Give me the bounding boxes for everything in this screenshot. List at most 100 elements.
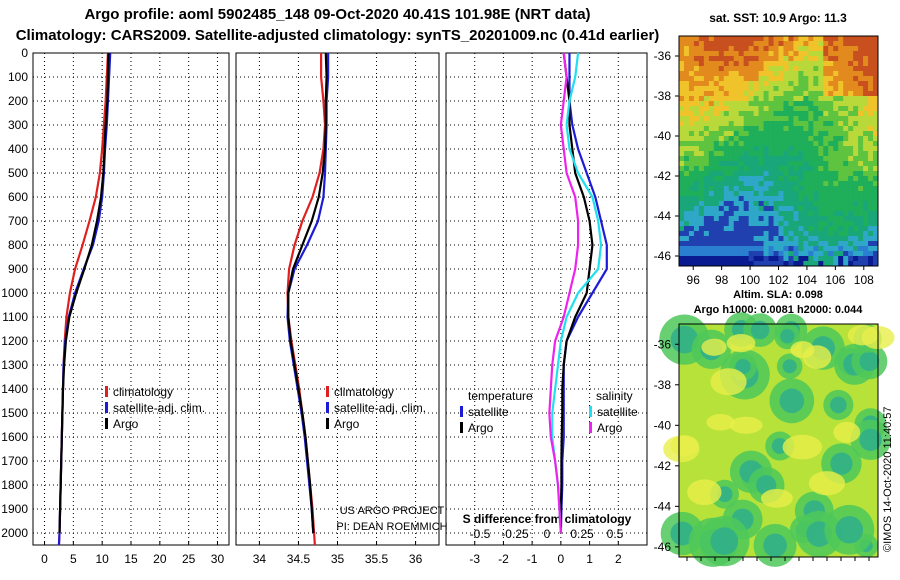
sst-cell xyxy=(843,61,849,67)
sst-cell xyxy=(708,206,715,212)
sst-cell xyxy=(753,76,760,82)
legend-swatch xyxy=(326,418,329,429)
sst-cell xyxy=(848,151,854,157)
sst-cell xyxy=(733,121,740,127)
sst-cell xyxy=(863,241,869,247)
sst-cell xyxy=(823,136,829,142)
sst-cell xyxy=(793,186,799,192)
sst-cell xyxy=(748,141,755,147)
sst-cell xyxy=(853,126,859,132)
sst-cell xyxy=(818,231,824,237)
sst-cell xyxy=(773,96,779,102)
sst-cell xyxy=(853,96,859,102)
sst-cell xyxy=(823,61,829,67)
sst-cell xyxy=(693,176,700,182)
sst-cell xyxy=(683,221,690,227)
sst-cell xyxy=(679,116,685,122)
sst-cell xyxy=(848,206,854,212)
sst-cell xyxy=(688,146,695,152)
sst-cell xyxy=(738,151,745,157)
sst-cell xyxy=(773,246,779,252)
sst-cell xyxy=(793,76,799,82)
sst-cell xyxy=(743,171,750,177)
sst-cell xyxy=(688,161,695,167)
sst-cell xyxy=(708,76,715,82)
sst-cell xyxy=(798,191,804,197)
sst-cell xyxy=(863,86,869,92)
sst-cell xyxy=(783,121,789,127)
sst-cell xyxy=(758,176,765,182)
sst-cell xyxy=(858,226,864,232)
sst-cell xyxy=(763,221,770,227)
sst-cell xyxy=(708,156,715,162)
sst-cell xyxy=(803,121,809,127)
sst-cell xyxy=(743,166,750,172)
sst-cell xyxy=(758,156,765,162)
sst-cell xyxy=(748,156,755,162)
sst-cell xyxy=(773,56,779,62)
sst-cell xyxy=(693,101,700,107)
sst-cell xyxy=(743,176,750,182)
sst-cell xyxy=(813,121,819,127)
sst-cell xyxy=(868,91,874,97)
sst-cell xyxy=(688,261,695,267)
sst-cell xyxy=(698,146,705,152)
sst-cell xyxy=(683,171,690,177)
sst-cell xyxy=(693,241,700,247)
sst-cell xyxy=(863,226,869,232)
sst-cell xyxy=(798,111,804,117)
sst-cell xyxy=(723,261,730,267)
salinity-diff-tick: 0.25 xyxy=(570,527,594,541)
sst-cell xyxy=(873,166,879,172)
sst-cell xyxy=(688,76,695,82)
sst-cell xyxy=(763,191,770,197)
sst-cell xyxy=(718,181,725,187)
sst-cell xyxy=(743,56,750,62)
sst-cell xyxy=(753,221,760,227)
sst-cell xyxy=(708,131,715,137)
sst-cell xyxy=(808,81,814,87)
sst-cell xyxy=(738,176,745,182)
series-satellite-adj-clim- xyxy=(57,52,112,546)
sst-cell xyxy=(718,261,725,267)
sst-cell xyxy=(698,151,705,157)
sst-cell xyxy=(833,56,839,62)
sst-cell xyxy=(813,81,819,87)
sst-cell xyxy=(713,71,720,77)
sst-cell xyxy=(793,71,799,77)
sst-cell xyxy=(763,96,770,102)
sst-cell xyxy=(858,96,864,102)
sst-cell xyxy=(718,91,725,97)
sst-cell xyxy=(773,81,779,87)
sst-cell xyxy=(803,116,809,122)
sla-high xyxy=(701,338,727,356)
sst-cell xyxy=(818,236,824,242)
sst-cell xyxy=(788,46,794,52)
sst-cell xyxy=(753,101,760,107)
sst-cell xyxy=(853,131,859,137)
sst-cell xyxy=(753,96,760,102)
sst-cell xyxy=(793,226,799,232)
sst-cell xyxy=(818,86,824,92)
sst-cell xyxy=(743,96,750,102)
sst-cell xyxy=(758,251,765,257)
sst-cell xyxy=(713,181,720,187)
x-tick-label: 36 xyxy=(409,552,423,566)
sst-cell xyxy=(693,116,700,122)
sst-cell xyxy=(683,61,690,67)
sst-cell xyxy=(818,111,824,117)
sla-blob-core xyxy=(859,351,880,372)
sst-cell xyxy=(783,181,789,187)
sst-cell xyxy=(873,71,879,77)
sst-cell xyxy=(718,256,725,262)
sla-high xyxy=(663,435,700,463)
sst-cell xyxy=(828,111,834,117)
sst-cell xyxy=(723,256,730,262)
sst-cell xyxy=(748,216,755,222)
sst-cell xyxy=(693,246,700,252)
sst-cell xyxy=(718,216,725,222)
sst-cell xyxy=(758,221,765,227)
sst-cell xyxy=(758,201,765,207)
sst-cell xyxy=(818,201,824,207)
sst-cell xyxy=(783,166,789,172)
